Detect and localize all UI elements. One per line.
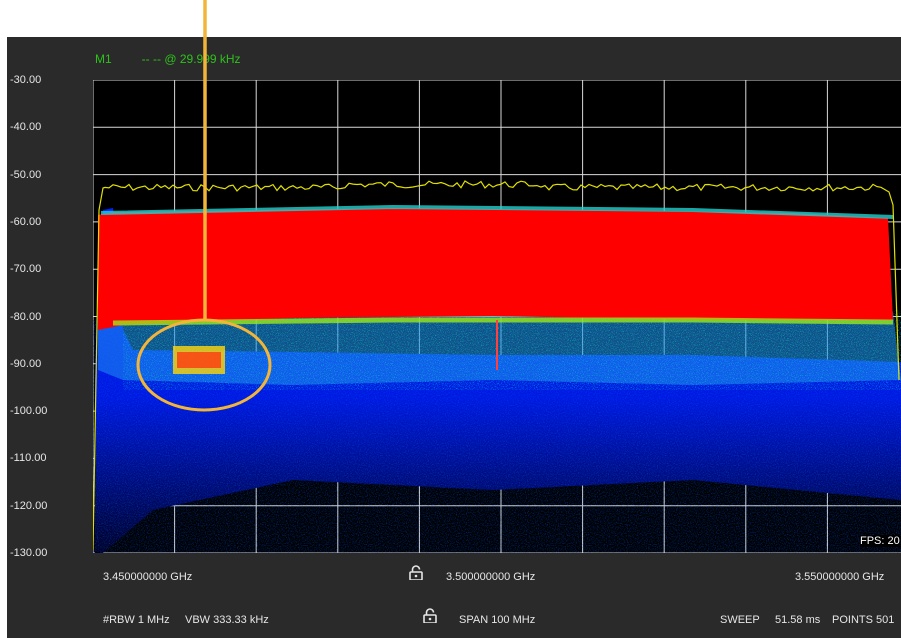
y-tick-label: -50.00: [10, 168, 42, 181]
center-frequency: 3.500000000 GHz: [446, 571, 536, 583]
y-tick-label: -90.00: [10, 357, 42, 370]
marker-label: M1: [95, 52, 112, 66]
vbw-readout[interactable]: VBW 333.33 kHz: [185, 614, 269, 626]
y-tick-label: -30.00: [10, 74, 42, 86]
y-tick-label: -70.00: [10, 263, 42, 276]
stop-frequency: 3.550000000 GHz: [795, 571, 885, 583]
sweep-time[interactable]: 51.58 ms: [775, 614, 821, 626]
span-readout[interactable]: SPAN 100 MHz: [459, 614, 536, 626]
y-tick-label: -100.00: [10, 405, 48, 418]
y-tick-label: -80.00: [10, 310, 42, 323]
sweep-label: SWEEP: [720, 614, 760, 626]
y-tick-label: -60.00: [10, 215, 42, 228]
y-tick-label: -40.00: [10, 121, 42, 134]
points-readout[interactable]: POINTS 501: [832, 614, 895, 626]
high-density-region: [98, 208, 893, 330]
y-tick-label: -110.00: [10, 452, 47, 465]
y-tick-label: -130.00: [10, 547, 48, 559]
upper-edge-band: [100, 204, 894, 219]
lock-icon[interactable]: [409, 565, 423, 580]
lock-icon[interactable]: [423, 608, 437, 623]
signal-burst-core: [177, 352, 221, 368]
y-tick-label: -120.00: [10, 499, 48, 512]
marker-value: -- -- @ 29.999 kHz: [141, 52, 241, 66]
rbw-readout[interactable]: #RBW 1 MHz: [103, 614, 170, 626]
marker-readout[interactable]: M1 -- -- @ 29.999 kHz: [95, 52, 241, 66]
density-spectrogram: [93, 80, 901, 553]
start-frequency: 3.450000000 GHz: [103, 571, 193, 583]
fps-counter: FPS: 20: [860, 535, 900, 547]
peak-hold-trace: [93, 180, 900, 551]
spectrum-plot[interactable]: [93, 80, 901, 553]
